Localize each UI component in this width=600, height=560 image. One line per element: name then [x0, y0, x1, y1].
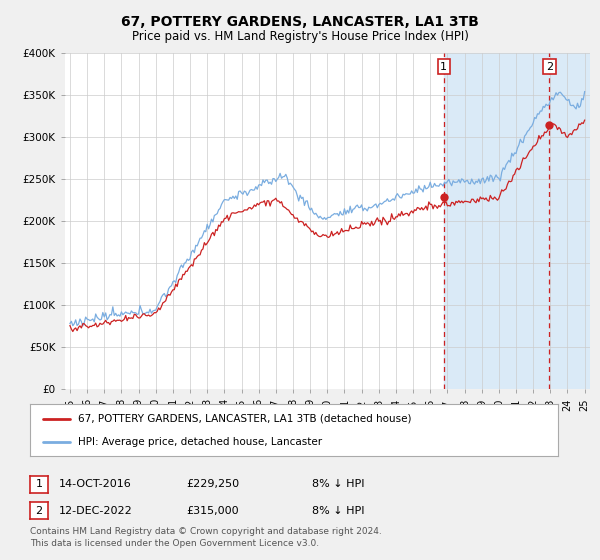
- Text: Contains HM Land Registry data © Crown copyright and database right 2024.
This d: Contains HM Land Registry data © Crown c…: [30, 527, 382, 548]
- Text: 2: 2: [546, 62, 553, 72]
- Text: Price paid vs. HM Land Registry's House Price Index (HPI): Price paid vs. HM Land Registry's House …: [131, 30, 469, 43]
- Text: 67, POTTERY GARDENS, LANCASTER, LA1 3TB (detached house): 67, POTTERY GARDENS, LANCASTER, LA1 3TB …: [77, 414, 411, 424]
- Bar: [444, 53, 598, 389]
- Text: 14-OCT-2016: 14-OCT-2016: [59, 479, 131, 489]
- Text: 1: 1: [35, 479, 43, 489]
- Text: 67, POTTERY GARDENS, LANCASTER, LA1 3TB: 67, POTTERY GARDENS, LANCASTER, LA1 3TB: [121, 15, 479, 29]
- Text: 2: 2: [35, 506, 43, 516]
- Text: 12-DEC-2022: 12-DEC-2022: [59, 506, 133, 516]
- Text: 8% ↓ HPI: 8% ↓ HPI: [312, 479, 365, 489]
- Text: £229,250: £229,250: [186, 479, 239, 489]
- Text: HPI: Average price, detached house, Lancaster: HPI: Average price, detached house, Lanc…: [77, 437, 322, 447]
- Text: £315,000: £315,000: [186, 506, 239, 516]
- Text: 8% ↓ HPI: 8% ↓ HPI: [312, 506, 365, 516]
- Text: 1: 1: [440, 62, 447, 72]
